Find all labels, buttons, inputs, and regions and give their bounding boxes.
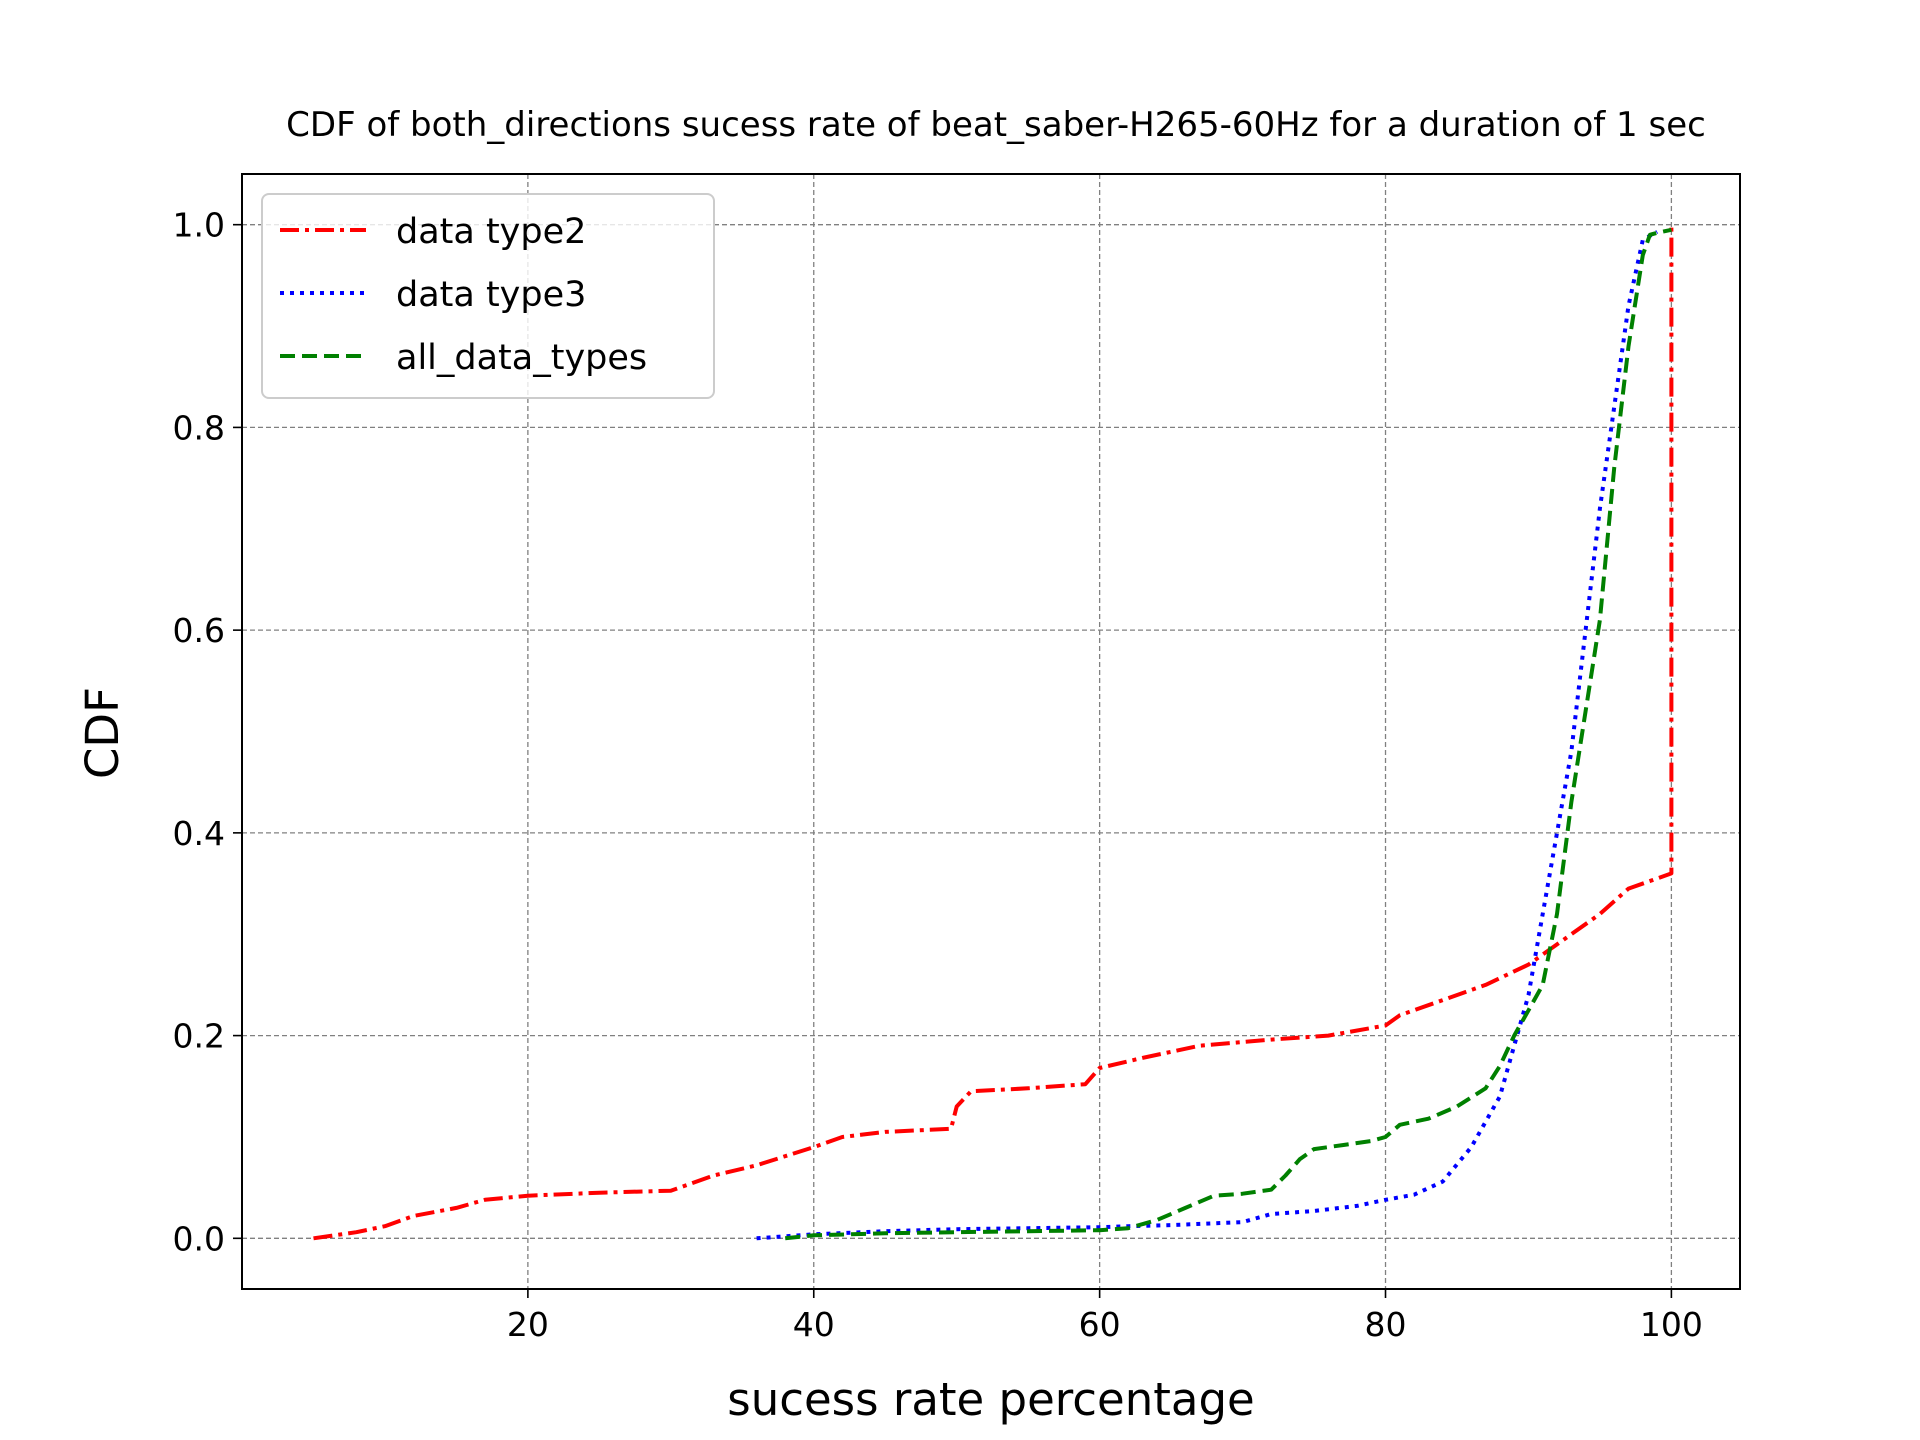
x-tick-label: 100 <box>1640 1305 1703 1344</box>
series-line-data-type3 <box>756 230 1659 1241</box>
y-axis-label: CDF <box>76 687 129 779</box>
x-tick-label: 80 <box>1365 1305 1407 1344</box>
y-tick-label: 1.0 <box>173 206 225 245</box>
legend-box <box>261 193 715 399</box>
legend-label-data-type2: data type2 <box>396 212 586 252</box>
chart-title: CDF of both_directions sucess rate of be… <box>286 105 1706 145</box>
series-lines <box>313 224 1674 1241</box>
grid <box>242 174 1740 1289</box>
x-tick-label: 20 <box>507 1305 549 1344</box>
legend-label-data-type3: data type3 <box>396 275 586 315</box>
legend: data type2 data type3 all_data_types <box>261 193 715 399</box>
series-line-all-data-types <box>784 227 1672 1241</box>
y-tick-label: 0.8 <box>173 408 225 447</box>
x-tick-label: 60 <box>1079 1305 1121 1344</box>
series-line-data-type2 <box>313 224 1674 1241</box>
plot-frame <box>241 173 1741 1290</box>
x-axis-label: sucess rate percentage <box>727 1373 1254 1426</box>
axis-ticks: 20 40 60 80 100 0.0 0.2 0.4 0.6 0.8 1.0 <box>173 206 1703 1344</box>
y-tick-label: 0.0 <box>173 1219 225 1258</box>
y-tick-label: 0.2 <box>173 1017 225 1056</box>
y-tick-label: 0.6 <box>173 611 225 650</box>
y-tick-label: 0.4 <box>173 814 225 853</box>
x-tick-label: 40 <box>793 1305 835 1344</box>
legend-label-all-data-types: all_data_types <box>396 338 647 378</box>
